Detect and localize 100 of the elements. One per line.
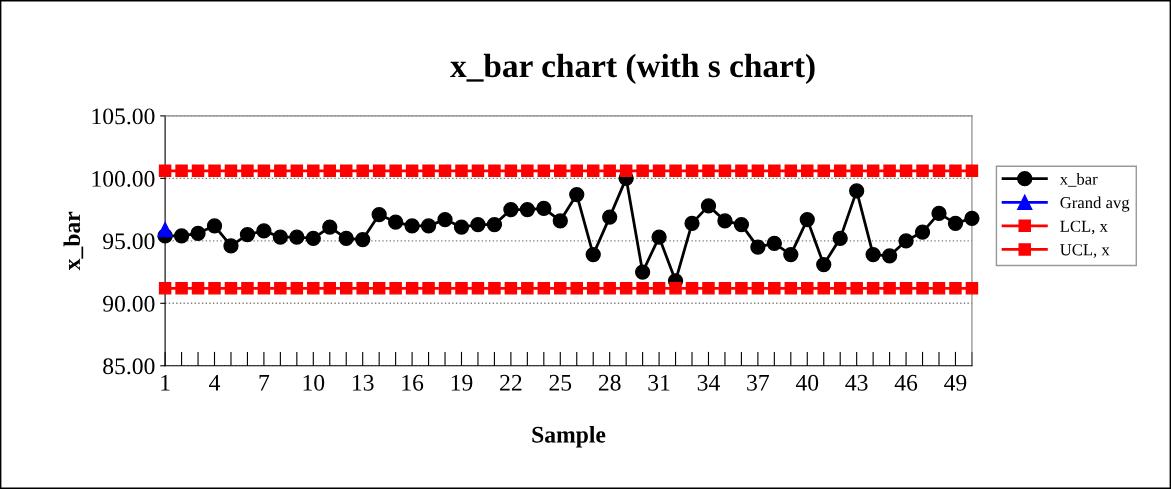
x-tick-label: 37 — [747, 374, 769, 391]
point — [850, 164, 863, 178]
point — [191, 282, 205, 295]
point — [224, 282, 238, 295]
x-tick-label: 31 — [648, 374, 670, 391]
point — [504, 282, 518, 295]
point — [521, 164, 534, 178]
x-tick-label: 10 — [303, 374, 325, 391]
point — [372, 164, 386, 178]
y-tick-label: 100.00 — [92, 170, 155, 187]
point — [307, 282, 320, 295]
point — [389, 164, 402, 178]
point — [173, 228, 190, 244]
point — [718, 282, 732, 295]
point — [437, 211, 453, 228]
x-tick-label: 40 — [795, 374, 819, 391]
point — [669, 282, 682, 295]
point — [570, 282, 584, 295]
point — [371, 206, 387, 223]
point — [356, 282, 369, 295]
point — [636, 282, 649, 295]
point — [438, 282, 452, 295]
point — [488, 282, 501, 295]
point — [586, 164, 600, 178]
point — [965, 164, 979, 178]
point — [422, 164, 435, 178]
point — [700, 198, 717, 214]
point — [290, 164, 304, 178]
point — [751, 164, 765, 178]
point — [669, 164, 682, 178]
y-tick-label: 90.00 — [103, 295, 155, 312]
point — [718, 164, 732, 178]
point — [949, 282, 962, 295]
x-tick-label: 28 — [598, 374, 621, 391]
point — [471, 164, 485, 178]
point — [158, 282, 172, 295]
point — [241, 282, 254, 295]
legend-label: LCL, x — [1060, 220, 1108, 235]
point — [241, 164, 254, 178]
point — [224, 164, 238, 178]
point — [536, 200, 552, 216]
point — [372, 282, 386, 295]
point — [783, 246, 799, 263]
point — [420, 218, 437, 234]
point — [850, 282, 863, 295]
point — [916, 282, 929, 295]
point — [833, 164, 847, 178]
point — [899, 282, 913, 295]
point — [586, 282, 600, 295]
point — [239, 226, 256, 243]
point — [801, 164, 814, 178]
point — [274, 164, 287, 178]
point — [883, 164, 896, 178]
legend-label: x_bar — [1059, 172, 1098, 187]
point — [521, 282, 534, 295]
point — [603, 282, 616, 295]
point — [569, 186, 585, 203]
point — [832, 230, 848, 246]
y-axis-title: x_bar — [63, 211, 84, 271]
point — [519, 201, 535, 218]
point — [949, 164, 962, 178]
y-tick-label: 85.00 — [103, 358, 155, 375]
x-tick-label: 49 — [944, 374, 967, 391]
point — [947, 215, 964, 231]
y-tick-label: 95.00 — [103, 233, 155, 250]
x-tick-label: 34 — [697, 374, 720, 391]
point — [455, 282, 468, 295]
point — [766, 235, 782, 251]
point — [339, 164, 353, 178]
point — [256, 223, 272, 239]
x-tick-label: 46 — [894, 374, 918, 391]
point — [634, 264, 651, 280]
point — [175, 164, 188, 178]
point — [175, 282, 188, 295]
point — [208, 164, 221, 178]
point — [685, 282, 699, 295]
point — [455, 164, 468, 178]
point — [619, 164, 633, 178]
point — [702, 164, 715, 178]
point — [898, 233, 914, 249]
point — [717, 213, 733, 229]
x-tick-label: 16 — [402, 374, 424, 391]
point — [750, 239, 766, 255]
point — [323, 164, 337, 178]
point — [833, 282, 847, 295]
point — [438, 164, 452, 178]
point — [504, 164, 518, 178]
point — [602, 209, 618, 225]
point — [619, 282, 633, 295]
point — [470, 216, 486, 233]
x-tick-label: 22 — [500, 374, 522, 391]
point — [965, 282, 979, 295]
legend-label: UCL, x — [1060, 244, 1110, 258]
point — [916, 164, 929, 178]
point — [323, 282, 337, 295]
point — [585, 246, 601, 263]
point — [307, 164, 320, 178]
point — [191, 164, 205, 178]
point — [338, 230, 354, 246]
point — [356, 164, 369, 178]
